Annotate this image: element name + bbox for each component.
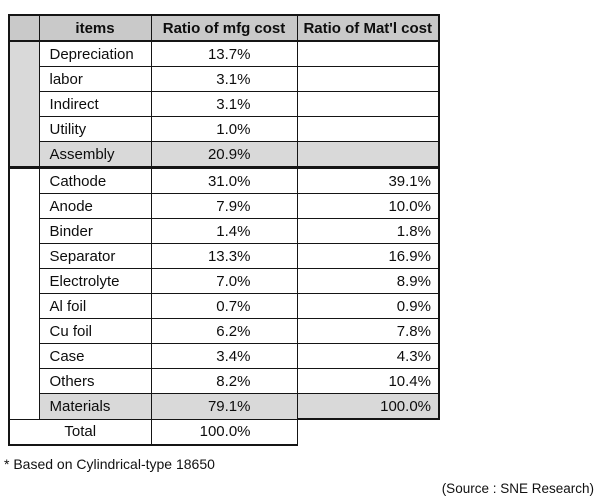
table-row: Materials 79.1% 100.0% [9,393,440,420]
mfg-cost-cell: 13.3% [150,243,298,269]
table-row: Indirect 3.1% [9,91,440,117]
item-cell: Assembly [38,141,152,168]
matl-cost-cell [296,116,440,142]
matl-cost-cell: 10.4% [296,368,440,394]
table-row: Separator 13.3% 16.9% [9,243,440,269]
item-cell: Electrolyte [38,268,152,294]
matl-cost-cell: 100.0% [296,393,440,420]
item-cell: Cathode [38,166,152,194]
column-header-items: items [38,14,152,42]
item-cell: Others [38,368,152,394]
mfg-cost-cell: 0.7% [150,293,298,319]
matl-cost-cell: 1.8% [296,218,440,244]
mfg-cost-cell: 6.2% [150,318,298,344]
mfg-cost-cell: 3.1% [150,91,298,117]
matl-cost-cell [296,141,440,168]
item-cell: labor [38,66,152,92]
table-row: Anode 7.9% 10.0% [9,193,440,219]
mfg-cost-cell: 1.0% [150,116,298,142]
item-cell: Binder [38,218,152,244]
table-row: Case 3.4% 4.3% [9,343,440,369]
mfg-cost-cell: 3.1% [150,66,298,92]
total-section: Total 100.0% [8,418,439,446]
table-header: items Ratio of mfg cost Ratio of Mat'l c… [8,14,440,42]
table-row: Cathode 31.0% 39.1% [8,166,440,420]
battery-cost-table: items Ratio of mfg cost Ratio of Mat'l c… [8,14,440,446]
item-cell: Depreciation [38,40,152,67]
matl-cost-cell [296,91,440,117]
table-row: Cu foil 6.2% 7.8% [9,318,440,344]
header-row: items Ratio of mfg cost Ratio of Mat'l c… [8,14,440,42]
mfg-cost-cell: 3.4% [150,343,298,369]
item-cell: Cu foil [38,318,152,344]
item-cell: Indirect [38,91,152,117]
mfg-cost-cell: 13.7% [150,40,298,67]
item-cell: Materials [38,393,152,420]
matl-cost-cell [296,66,440,92]
matl-cost-cell: 39.1% [296,166,440,194]
mfg-cost-cell: 8.2% [150,368,298,394]
matl-cost-cell: 0.9% [296,293,440,319]
empty-cell [297,419,439,445]
item-cell: Case [38,343,152,369]
column-header-mfg-cost: Ratio of mfg cost [150,14,298,42]
table-row: Depreciation 13.7% [8,40,440,168]
mfg-cost-cell: 7.9% [150,193,298,219]
table-row: labor 3.1% [9,66,440,92]
table-row: Binder 1.4% 1.8% [9,218,440,244]
group-indicator-cell [8,166,40,420]
matl-cost-cell: 10.0% [296,193,440,219]
item-cell: Al foil [38,293,152,319]
item-cell: Utility [38,116,152,142]
table-row: Utility 1.0% [9,116,440,142]
table-row: Assembly 20.9% [9,141,440,168]
total-row: Total 100.0% [8,418,439,446]
cost-table-body: Depreciation 13.7% labor 3.1% Indirect 3.1% Ut… [8,40,440,420]
matl-cost-cell [296,40,440,67]
table-row: Al foil 0.7% 0.9% [9,293,440,319]
total-label-cell: Total [8,418,152,446]
table-container: items Ratio of mfg cost Ratio of Mat'l c… [8,14,440,446]
item-cell: Separator [38,243,152,269]
mfg-cost-cell: 31.0% [150,166,298,194]
matl-cost-cell: 8.9% [296,268,440,294]
mfg-cost-cell: 1.4% [150,218,298,244]
corner-cell [8,14,40,42]
matl-cost-cell: 16.9% [296,243,440,269]
matl-cost-cell: 7.8% [296,318,440,344]
source-credit: (Source : SNE Research) [441,481,594,496]
matl-cost-cell: 4.3% [296,343,440,369]
mfg-cost-cell: 79.1% [150,393,298,420]
total-mfg-cost-cell: 100.0% [150,418,298,446]
column-header-matl-cost: Ratio of Mat'l cost [296,14,440,42]
table-row: Others 8.2% 10.4% [9,368,440,394]
footnote: * Based on Cylindrical-type 18650 [4,455,215,472]
item-cell: Anode [38,193,152,219]
group-indicator-cell [8,40,40,168]
table-row: Electrolyte 7.0% 8.9% [9,268,440,294]
mfg-cost-cell: 7.0% [150,268,298,294]
mfg-cost-cell: 20.9% [150,141,298,168]
